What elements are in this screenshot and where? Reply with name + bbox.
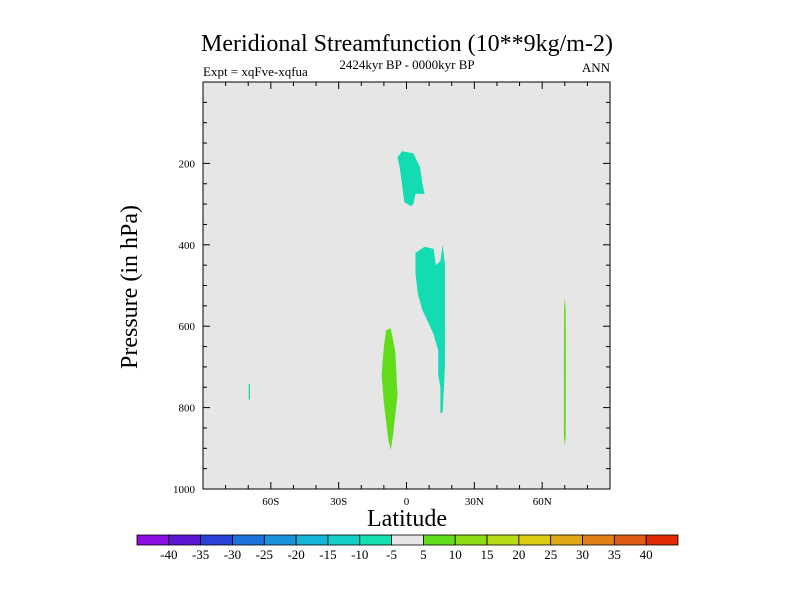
season-label: ANN xyxy=(582,60,611,75)
colorbar-label: 10 xyxy=(449,547,462,562)
colorbar-label: 40 xyxy=(640,547,653,562)
period-label: 2424kyr BP - 0000kyr BP xyxy=(339,57,474,72)
colorbar-swatch xyxy=(200,534,233,546)
contour-regions xyxy=(248,151,566,451)
colorbar-swatch xyxy=(613,534,647,546)
colorbar-label: 20 xyxy=(512,547,525,562)
chart-title: Meridional Streamfunction (10**9kg/m-2) xyxy=(201,31,613,57)
y-tick-label: 800 xyxy=(179,403,196,415)
colorbar-label: -15 xyxy=(319,547,336,562)
contour-region-negative-southern-speck xyxy=(248,384,250,400)
colorbar-label: -40 xyxy=(160,547,177,562)
y-axis-title: Pressure (in hPa) xyxy=(117,205,143,369)
x-tick-label: 30N xyxy=(465,496,484,508)
colorbar-label: 5 xyxy=(420,547,427,562)
plot-background xyxy=(203,82,610,489)
contour-region-positive-lower-tropics xyxy=(381,328,398,451)
axis-ticks: 60S 30S 0 30N 60N 200 400 600 800 1000 xyxy=(173,82,610,508)
x-tick-label: 0 xyxy=(404,496,410,508)
y-tick-label: 400 xyxy=(179,240,196,252)
colorbar-label: -25 xyxy=(256,547,273,562)
colorbar-swatch xyxy=(645,534,679,546)
x-tick-label: 30S xyxy=(330,496,347,508)
colorbar-swatch xyxy=(136,534,170,546)
y-tick-label: 600 xyxy=(179,321,196,333)
colorbar-swatch xyxy=(423,534,456,546)
colorbar-label: -20 xyxy=(287,547,304,562)
y-tick-label: 1000 xyxy=(173,484,196,496)
colorbar-label: 15 xyxy=(481,547,494,562)
colorbar-swatch xyxy=(263,534,297,546)
colorbar-swatch xyxy=(295,534,329,546)
x-tick-label: 60N xyxy=(533,496,552,508)
colorbar-swatch xyxy=(359,534,392,546)
plot-area: 60S 30S 0 30N 60N 200 400 600 800 1000 xyxy=(173,81,611,508)
colorbar-swatch xyxy=(582,534,615,546)
colorbar-label: 30 xyxy=(576,547,589,562)
colorbar-label: 25 xyxy=(544,547,557,562)
colorbar-swatch xyxy=(518,534,552,546)
contour-region-negative-mid-tropics xyxy=(415,244,445,414)
experiment-label: Expt = xqFve-xqfua xyxy=(203,64,308,79)
y-tick-label: 200 xyxy=(179,158,196,170)
colorbar-label: -30 xyxy=(224,547,241,562)
colorbar-swatch xyxy=(232,534,265,546)
colorbar-label: -10 xyxy=(351,547,368,562)
colorbar-label: 35 xyxy=(608,547,621,562)
colorbar-swatch xyxy=(550,534,583,546)
colorbar-swatch xyxy=(391,534,424,546)
colorbar-label: -35 xyxy=(192,547,209,562)
contour-region-negative-upper-tropics xyxy=(397,151,425,207)
x-tick-label: 60S xyxy=(262,496,279,508)
colorbar-swatch xyxy=(168,534,202,546)
colorbar-swatch xyxy=(327,534,361,546)
colorbar-label: -5 xyxy=(386,547,397,562)
x-axis-title: Latitude xyxy=(367,506,447,532)
contour-region-positive-northern-sliver xyxy=(563,297,566,447)
plot-frame xyxy=(202,81,611,490)
colorbar-swatch xyxy=(454,534,488,546)
colorbar: -40 -35 -30 -25 -20 -15 -10 -5 5 10 15 20 25 30 35 40 xyxy=(136,534,679,562)
colorbar-swatch xyxy=(486,534,520,546)
